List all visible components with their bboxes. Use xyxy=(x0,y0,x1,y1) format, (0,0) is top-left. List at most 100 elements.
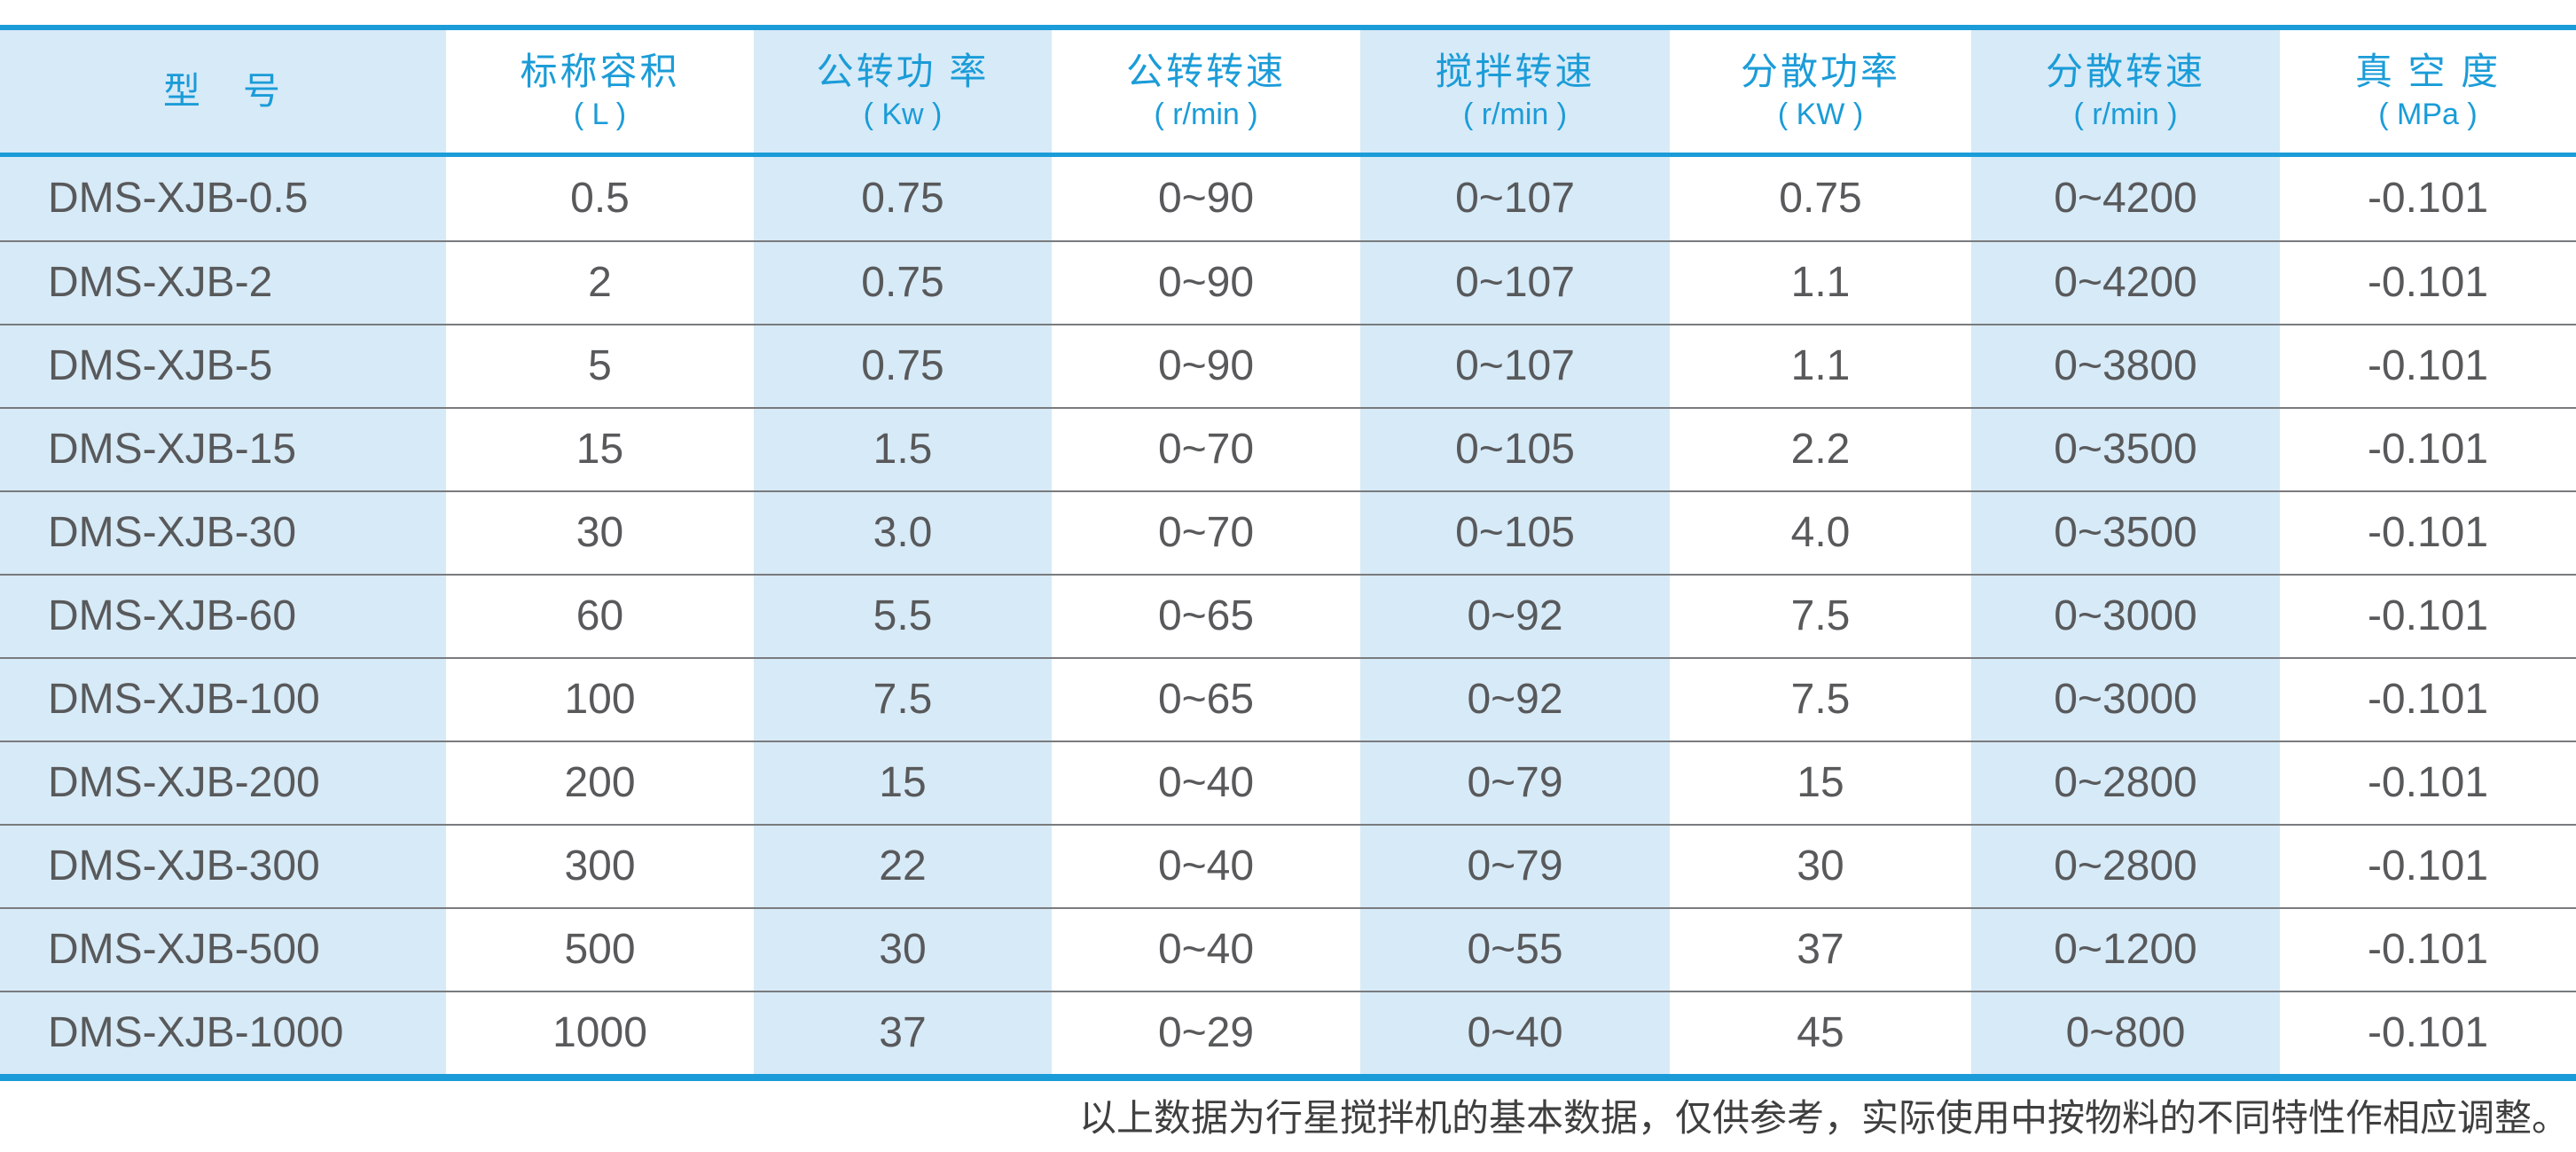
value-cell: -0.101 xyxy=(2367,509,2489,556)
value-cell: 200 xyxy=(564,759,636,806)
value-cell: 0~29 xyxy=(1157,1009,1255,1056)
value-cell: 0~1200 xyxy=(1971,909,2280,991)
model-cell: DMS-XJB-500 xyxy=(0,909,446,991)
value-cell: 7.5 xyxy=(754,659,1052,741)
value-cell: 1000 xyxy=(552,1009,647,1056)
header-row: 型 号标称容积( L ) 公转功 率( Kw ) 公转转速( r/min ) 搅拌转速… xyxy=(0,30,2576,153)
value-cell: 0~105 xyxy=(1360,492,1670,574)
header-label: 真 空 度 xyxy=(2354,51,2502,92)
value-cell: 0~107 xyxy=(1360,242,1670,324)
value-cell: 0~65 xyxy=(1157,592,1255,639)
value-cell: 7.5 xyxy=(1790,592,1851,639)
table-bottom-border xyxy=(0,1074,2576,1081)
value-cell: 5 xyxy=(588,342,612,389)
table-row: DMS-XJB-500 500 30 0~40 0~55 37 0~1200 -0.101 xyxy=(0,907,2576,991)
column-header-0: 型 号 xyxy=(0,30,446,153)
value-cell: 37 xyxy=(1797,926,1844,973)
value-cell: -0.101 xyxy=(2367,926,2489,973)
value-cell: 0~55 xyxy=(1360,909,1670,991)
header-label: 搅拌转速 xyxy=(1435,51,1595,92)
value-cell: 0~3800 xyxy=(1971,325,2280,407)
model-cell: DMS-XJB-15 xyxy=(0,409,446,490)
value-cell: 4.0 xyxy=(1790,509,1851,556)
value-cell: 30 xyxy=(1797,842,1844,889)
value-cell: 0~4200 xyxy=(1971,157,2280,240)
value-cell: -0.101 xyxy=(2367,592,2489,639)
model-cell: DMS-XJB-1000 xyxy=(0,992,446,1074)
header-unit: ( KW ) xyxy=(1777,98,1864,131)
value-cell: 30 xyxy=(575,509,624,556)
value-cell: 0.75 xyxy=(754,325,1052,407)
column-header-2: 公转功 率 ( Kw ) xyxy=(754,30,1052,153)
value-cell: 100 xyxy=(564,676,636,723)
spec-table: 型 号标称容积( L ) 公转功 率( Kw ) 公转转速( r/min ) 搅拌转速… xyxy=(0,25,2576,1081)
value-cell: 22 xyxy=(754,826,1052,907)
value-cell: 0~40 xyxy=(1157,842,1255,889)
header-label: 型 号 xyxy=(162,70,283,112)
value-cell: 500 xyxy=(564,926,636,973)
column-header-7: 真 空 度 ( MPa ) xyxy=(2280,30,2576,153)
table-row: DMS-XJB-1000 1000 37 0~29 0~40 45 0~800 -0.101 xyxy=(0,991,2576,1074)
value-cell: 0~70 xyxy=(1157,426,1255,473)
model-cell: DMS-XJB-300 xyxy=(0,826,446,907)
value-cell: -0.101 xyxy=(2367,676,2489,723)
column-header-1: 标称容积 ( L ) xyxy=(446,30,754,153)
value-cell: 0.75 xyxy=(1779,175,1862,222)
value-cell: 0~92 xyxy=(1360,576,1670,657)
column-header-5: 分散功率 ( KW ) xyxy=(1670,30,1971,153)
header-label: 公转功 率 xyxy=(816,51,990,92)
value-cell: 0~40 xyxy=(1157,759,1255,806)
value-cell: 0~65 xyxy=(1157,676,1255,723)
column-header-3: 公转转速 ( r/min ) xyxy=(1052,30,1360,153)
header-unit: ( r/min ) xyxy=(1154,98,1258,131)
value-cell: -0.101 xyxy=(2367,759,2489,806)
value-cell: 0~92 xyxy=(1360,659,1670,741)
value-cell: 0~800 xyxy=(1971,992,2280,1074)
value-cell: 0~107 xyxy=(1360,157,1670,240)
value-cell: 0~4200 xyxy=(1971,242,2280,324)
value-cell: 0~70 xyxy=(1157,509,1255,556)
table-row: DMS-XJB-30 30 3.0 0~70 0~105 4.0 0~3500 -0.101 xyxy=(0,490,2576,574)
value-cell: -0.101 xyxy=(2367,259,2489,306)
model-cell: DMS-XJB-2 xyxy=(0,242,446,324)
value-cell: 0~107 xyxy=(1360,325,1670,407)
header-bottom-border xyxy=(0,153,2576,157)
value-cell: 37 xyxy=(754,992,1052,1074)
value-cell: 15 xyxy=(754,742,1052,824)
value-cell: 15 xyxy=(1797,759,1844,806)
table-row: DMS-XJB-2 2 0.75 0~90 0~107 1.1 0~4200 -0.101 xyxy=(0,240,2576,324)
value-cell: -0.101 xyxy=(2367,342,2489,389)
value-cell: 0~90 xyxy=(1157,259,1255,306)
value-cell: 2 xyxy=(588,259,612,306)
value-cell: 0~40 xyxy=(1157,926,1255,973)
value-cell: 0~90 xyxy=(1157,342,1255,389)
value-cell: 7.5 xyxy=(1790,676,1851,723)
model-cell: DMS-XJB-30 xyxy=(0,492,446,574)
value-cell: 0~3500 xyxy=(1971,409,2280,490)
column-header-4: 搅拌转速 ( r/min ) xyxy=(1360,30,1670,153)
table-row: DMS-XJB-300 300 22 0~40 0~79 30 0~2800 -0.101 xyxy=(0,824,2576,907)
header-label: 公转转速 xyxy=(1125,51,1286,92)
table-row: DMS-XJB-0.5 0.5 0.75 0~90 0~107 0.75 0~4200 -0.… xyxy=(0,157,2576,240)
column-header-6: 分散转速 ( r/min ) xyxy=(1971,30,2280,153)
value-cell: 3.0 xyxy=(754,492,1052,574)
value-cell: 1.1 xyxy=(1790,259,1851,306)
value-cell: 0~2800 xyxy=(1971,742,2280,824)
value-cell: 0.5 xyxy=(570,175,630,222)
value-cell: 0~40 xyxy=(1360,992,1670,1074)
value-cell: 45 xyxy=(1797,1009,1844,1056)
model-cell: DMS-XJB-0.5 xyxy=(0,157,446,240)
value-cell: 0~79 xyxy=(1360,826,1670,907)
table-row: DMS-XJB-15 15 1.5 0~70 0~105 2.2 0~3500 -0.101 xyxy=(0,407,2576,490)
header-unit: ( r/min ) xyxy=(1462,98,1568,131)
model-cell: DMS-XJB-100 xyxy=(0,659,446,741)
table-top-border xyxy=(0,25,2576,30)
value-cell: 1.1 xyxy=(1790,342,1851,389)
value-cell: 0~3000 xyxy=(1971,659,2280,741)
value-cell: 0~3500 xyxy=(1971,492,2280,574)
value-cell: -0.101 xyxy=(2367,1009,2489,1056)
table-row: DMS-XJB-200 200 15 0~40 0~79 15 0~2800 -0.101 xyxy=(0,741,2576,824)
header-unit: ( Kw ) xyxy=(863,98,943,131)
value-cell: 300 xyxy=(564,842,636,889)
value-cell: 0~105 xyxy=(1360,409,1670,490)
